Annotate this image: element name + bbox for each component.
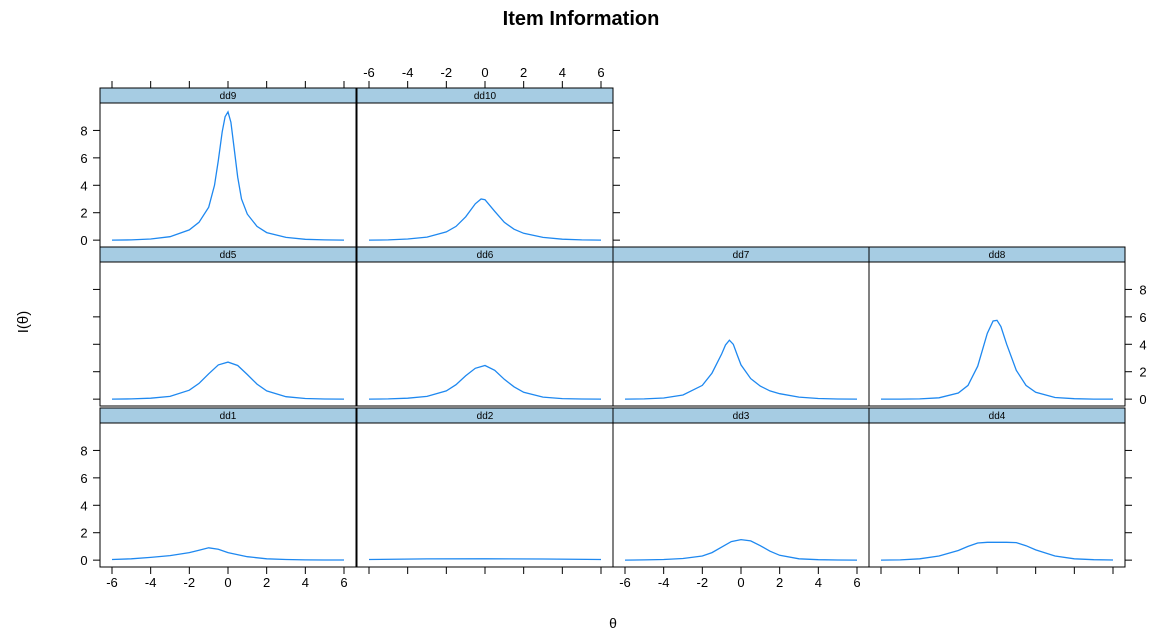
series-line-dd3 <box>624 538 858 561</box>
x-tick-label: 0 <box>737 575 744 590</box>
x-tick-label: 2 <box>520 65 527 80</box>
panel-dd8 <box>869 262 1125 406</box>
y-tick-label: 8 <box>80 123 87 138</box>
x-tick-label: 6 <box>340 575 347 590</box>
series-line-dd10 <box>368 198 602 241</box>
panel-dd9 <box>100 103 356 247</box>
panel-dd1 <box>100 423 356 567</box>
y-tick-label: 0 <box>80 233 87 248</box>
x-tick-label: 6 <box>853 575 860 590</box>
series-line-dd9 <box>111 110 345 241</box>
y-tick-label: 0 <box>1139 392 1146 407</box>
strip-label-dd2: dd2 <box>477 411 494 422</box>
series-line-dd7 <box>624 339 858 400</box>
panel-dd4 <box>869 423 1125 567</box>
strip-label-dd5: dd5 <box>220 250 237 261</box>
panel-dd2 <box>357 423 613 567</box>
strip-label-dd3: dd3 <box>733 411 750 422</box>
y-tick-label: 2 <box>80 526 87 541</box>
y-tick-label: 8 <box>1139 282 1146 297</box>
panel-border-dd10 <box>356 102 614 248</box>
series-line-dd4 <box>880 541 1114 561</box>
panel-border-dd9 <box>99 102 357 248</box>
y-axis-label: I(θ) <box>15 311 32 334</box>
x-tick-label: 4 <box>815 575 822 590</box>
series-line-dd5 <box>111 361 345 400</box>
x-tick-label: -6 <box>106 575 118 590</box>
y-tick-label: 6 <box>1139 310 1146 325</box>
x-tick-label: -4 <box>402 65 414 80</box>
panel-dd6 <box>357 262 613 406</box>
panel-dd5 <box>100 262 356 406</box>
chart-title: Item Information <box>502 8 660 30</box>
strip-label-dd10: dd10 <box>474 91 497 102</box>
y-tick-label: 8 <box>80 443 87 458</box>
x-tick-label: 4 <box>559 65 566 80</box>
x-tick-label: -2 <box>184 575 196 590</box>
x-tick-label: 4 <box>302 575 309 590</box>
x-axis-label: θ <box>609 615 617 631</box>
series-line-dd8 <box>881 319 1113 400</box>
x-tick-label: 6 <box>597 65 604 80</box>
y-tick-label: 4 <box>80 178 87 193</box>
y-tick-label: 6 <box>80 471 87 486</box>
strip-label-dd4: dd4 <box>989 411 1006 422</box>
x-tick-label: 2 <box>776 575 783 590</box>
series-line-dd6 <box>368 364 602 400</box>
panel-dd10 <box>357 103 613 247</box>
x-tick-label: -4 <box>658 575 670 590</box>
x-tick-label: -6 <box>619 575 631 590</box>
x-tick-label: -6 <box>363 65 375 80</box>
strip-label-dd7: dd7 <box>733 250 750 261</box>
y-tick-label: 2 <box>1139 365 1146 380</box>
y-tick-label: 2 <box>80 206 87 221</box>
y-tick-label: 4 <box>1139 337 1146 352</box>
panel-dd7 <box>613 262 869 406</box>
x-tick-label: 0 <box>481 65 488 80</box>
x-tick-label: -2 <box>441 65 453 80</box>
x-tick-label: -4 <box>145 575 157 590</box>
panel-dd3 <box>613 423 869 567</box>
y-tick-label: 4 <box>80 498 87 513</box>
x-tick-label: -2 <box>697 575 709 590</box>
panel-border-dd8 <box>868 261 1126 407</box>
strip-label-dd8: dd8 <box>989 250 1006 261</box>
x-tick-label: 2 <box>263 575 270 590</box>
x-tick-label: 0 <box>224 575 231 590</box>
strip-label-dd9: dd9 <box>220 91 237 102</box>
strip-label-dd1: dd1 <box>220 411 237 422</box>
series-line-dd1 <box>111 547 344 561</box>
strip-label-dd6: dd6 <box>477 250 494 261</box>
series-line-dd2 <box>368 558 602 561</box>
y-tick-label: 0 <box>80 553 87 568</box>
y-tick-label: 6 <box>80 151 87 166</box>
panel-border-dd5 <box>99 261 357 407</box>
